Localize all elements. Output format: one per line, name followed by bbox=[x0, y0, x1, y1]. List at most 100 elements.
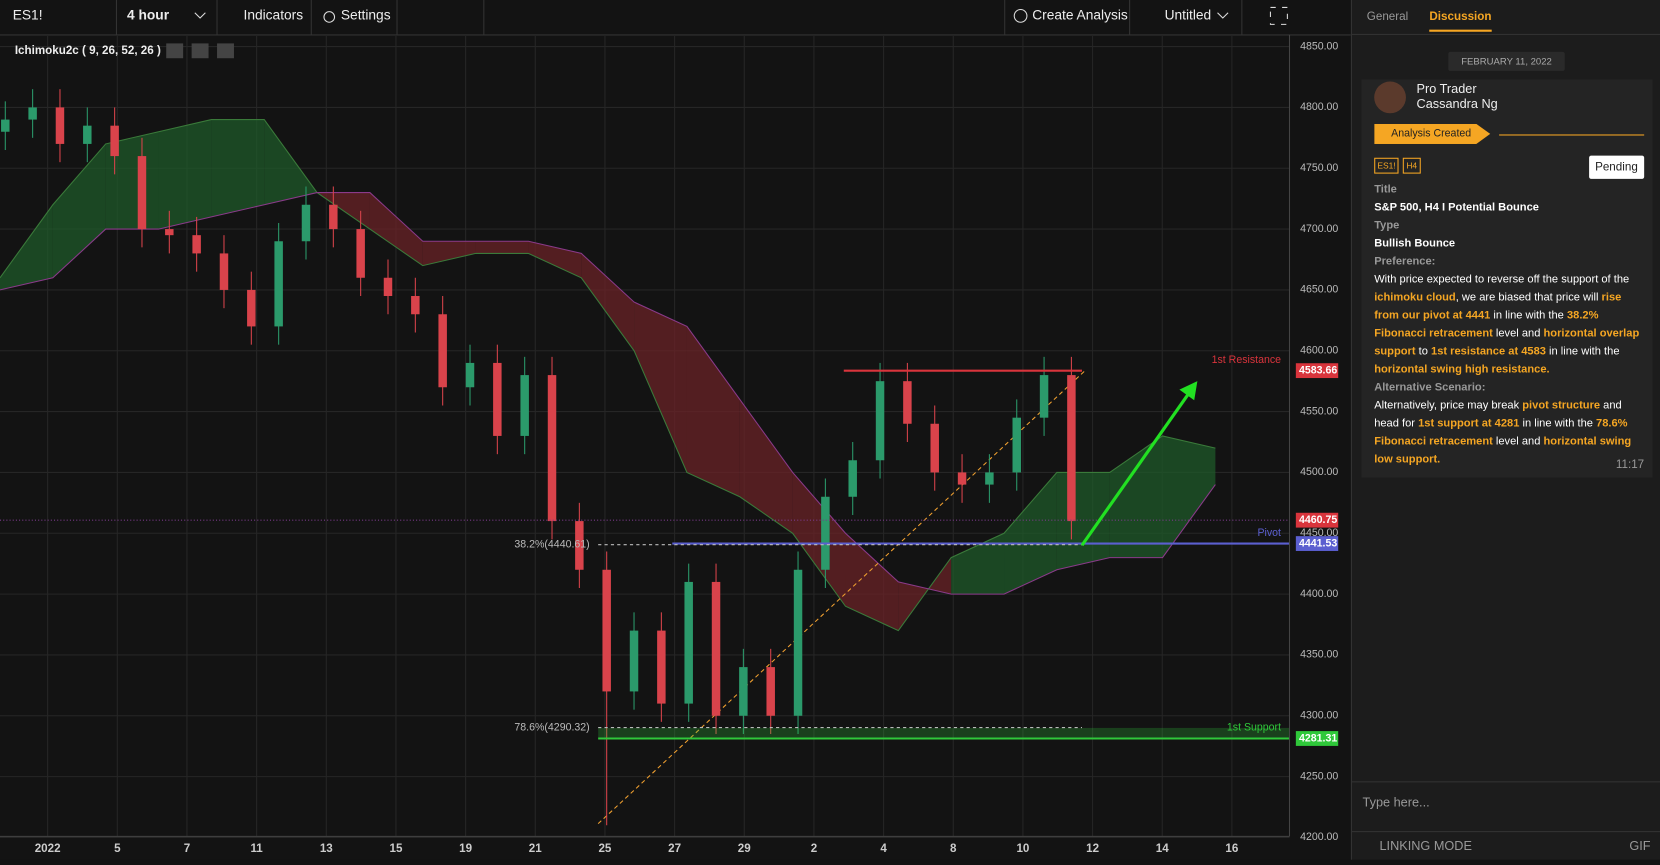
y-tick-label: 4350.00 bbox=[1300, 649, 1338, 661]
highlight-text: 38.2% Fibonacci retracement bbox=[1374, 309, 1599, 340]
y-tick-label: 4800.00 bbox=[1300, 101, 1338, 113]
x-tick-label: 2 bbox=[811, 842, 817, 855]
text: in line with the bbox=[1519, 417, 1597, 430]
candle-body bbox=[1, 119, 10, 132]
field-label: Preference: bbox=[1374, 255, 1436, 268]
cloud-segment bbox=[634, 302, 687, 473]
cloud-segment bbox=[792, 472, 846, 607]
candle-body bbox=[711, 581, 721, 716]
indicator-legend: Ichimoku2c ( 9, 26, 52, 26 ) bbox=[15, 44, 161, 57]
settings-button[interactable]: Settings bbox=[341, 8, 391, 23]
candle-body bbox=[684, 581, 693, 704]
candle-body bbox=[329, 204, 338, 230]
price-tag-label: 4281.31 bbox=[1299, 732, 1337, 744]
candle-body bbox=[274, 241, 283, 327]
price-tag-label: 4441.53 bbox=[1299, 537, 1337, 549]
x-tick-label: 8 bbox=[950, 842, 957, 855]
text: to bbox=[1415, 345, 1432, 358]
cloud-line bbox=[0, 119, 1216, 632]
candle-body bbox=[383, 277, 393, 297]
cloud-segment bbox=[739, 399, 793, 534]
fib-label: 38.2%(4440.61) bbox=[514, 538, 589, 550]
pending-badge[interactable]: Pending bbox=[1588, 155, 1645, 179]
candle-body bbox=[657, 630, 666, 704]
fib-label: 78.6%(4290.32) bbox=[514, 721, 589, 733]
candle-body bbox=[602, 569, 611, 692]
x-tick-label: 12 bbox=[1086, 842, 1099, 855]
symbol[interactable]: ES1! bbox=[13, 8, 43, 23]
price-tag-label: 4460.75 bbox=[1299, 514, 1337, 526]
layout-name[interactable]: Untitled bbox=[1165, 8, 1212, 23]
level-name: 1st Support bbox=[1227, 722, 1281, 734]
author-role: Pro Trader bbox=[1416, 81, 1477, 97]
candle-body bbox=[192, 235, 201, 254]
text: level and bbox=[1492, 327, 1544, 340]
x-tick-label: 14 bbox=[1156, 842, 1169, 855]
y-tick-label: 4500.00 bbox=[1300, 466, 1338, 478]
tag: H4 bbox=[1403, 157, 1421, 174]
x-tick-label: 2022 bbox=[35, 842, 61, 855]
candle-body bbox=[1039, 375, 1049, 418]
interval[interactable]: 4 hour bbox=[127, 8, 170, 23]
candle-body bbox=[411, 296, 420, 315]
candle-body bbox=[83, 125, 92, 144]
text: and head for bbox=[1374, 399, 1622, 430]
indicators-button[interactable]: Indicators bbox=[244, 8, 304, 23]
candle-body bbox=[137, 156, 147, 230]
candle-body bbox=[55, 107, 65, 144]
field-label: Title bbox=[1374, 183, 1397, 196]
y-tick-label: 4450.00 bbox=[1300, 527, 1338, 539]
y-tick-label: 4850.00 bbox=[1300, 40, 1338, 52]
cloud-segment bbox=[422, 241, 476, 266]
candle-body bbox=[520, 375, 529, 436]
toolbar bbox=[0, 0, 1351, 35]
highlight-text: pivot structure bbox=[1522, 399, 1601, 412]
tab[interactable]: General bbox=[1366, 10, 1409, 24]
candle-body bbox=[465, 362, 475, 388]
fullscreen[interactable] bbox=[1269, 6, 1288, 25]
cloud-segment bbox=[581, 253, 635, 351]
price-tag bbox=[1295, 512, 1339, 528]
y-tick-label: 4600.00 bbox=[1300, 345, 1338, 357]
candle-body bbox=[438, 314, 447, 388]
create-analysis[interactable]: Create Analysis bbox=[1032, 8, 1128, 23]
arrow-head bbox=[1179, 381, 1198, 401]
level-name: 1st Resistance bbox=[1212, 354, 1281, 366]
candle-body bbox=[629, 630, 639, 692]
y-tick-label: 4700.00 bbox=[1300, 223, 1338, 235]
price-tag-label: 4583.66 bbox=[1299, 364, 1337, 376]
projection-arrow bbox=[1080, 390, 1192, 547]
status: Analysis Created bbox=[1374, 123, 1491, 144]
x-tick-label: 16 bbox=[1225, 842, 1238, 855]
y-tick-label: 4200.00 bbox=[1300, 831, 1338, 843]
candle-body bbox=[547, 375, 557, 522]
linking-mode[interactable]: LINKING MODE bbox=[1379, 838, 1472, 854]
highlight-text: 78.6% Fibonacci retracement bbox=[1374, 417, 1628, 448]
cloud-segment bbox=[845, 533, 899, 631]
candle-body bbox=[821, 496, 830, 570]
preference-text: With price expected to reverse off the s… bbox=[1374, 271, 1644, 379]
candle-body bbox=[165, 229, 174, 236]
x-tick-label: 4 bbox=[880, 842, 887, 855]
gif-button[interactable]: GIF bbox=[1629, 838, 1651, 854]
candle-body bbox=[985, 472, 994, 485]
alternative-text: Alternatively, price may break pivot str… bbox=[1374, 397, 1644, 469]
field-label: Alternative Scenario: bbox=[1374, 381, 1486, 394]
level-name: Pivot bbox=[1257, 527, 1281, 539]
price-tag bbox=[1295, 363, 1339, 379]
candle-body bbox=[793, 569, 803, 716]
x-tick-label: 27 bbox=[668, 842, 681, 855]
cloud-segment bbox=[369, 192, 423, 266]
price-tag bbox=[1295, 536, 1339, 551]
x-tick-label: 29 bbox=[738, 842, 751, 855]
message-input[interactable]: Type here... bbox=[1351, 781, 1660, 823]
text: Alternatively, price may break bbox=[1374, 399, 1523, 412]
y-tick-label: 4550.00 bbox=[1300, 405, 1338, 417]
candle-body bbox=[766, 667, 775, 716]
candle-body bbox=[110, 125, 119, 157]
tag: ES1! bbox=[1374, 157, 1399, 174]
text: , we are biased that price will bbox=[1455, 291, 1602, 304]
candle-body bbox=[493, 362, 502, 436]
tab-active[interactable]: Discussion bbox=[1429, 11, 1492, 32]
y-tick-label: 4250.00 bbox=[1300, 770, 1338, 782]
